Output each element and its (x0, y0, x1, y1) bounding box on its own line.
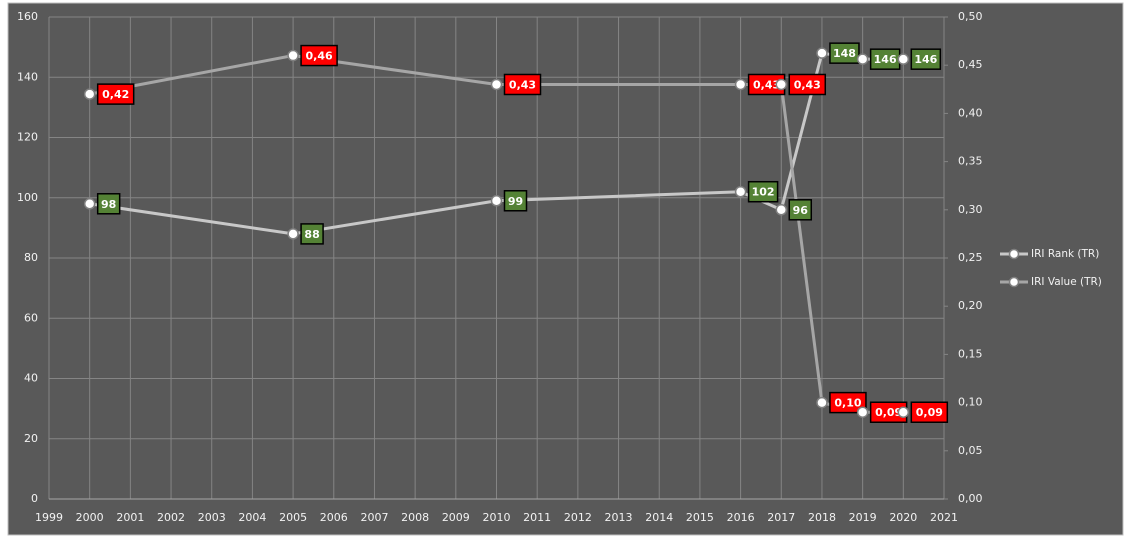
x-tick-label: 2020 (889, 511, 917, 524)
x-tick-label: 2015 (686, 511, 714, 524)
marker (775, 204, 788, 216)
x-tick-label: 2018 (808, 511, 836, 524)
x-tick-label: 2009 (442, 511, 470, 524)
data-label: 146 (874, 53, 897, 66)
x-tick-label: 2007 (360, 511, 388, 524)
y2-tick-label: 0,10 (958, 396, 983, 409)
data-label-box (300, 44, 338, 67)
legend-label: IRI Value (TR) (1031, 276, 1102, 288)
data-label-box (96, 193, 121, 215)
x-tick-label: 2004 (238, 511, 266, 524)
y2-tick-label: 0,05 (958, 444, 983, 457)
x-tick-label: 1999 (35, 511, 63, 524)
marker (816, 47, 828, 59)
data-label: 0,42 (102, 88, 129, 101)
data-label-box (96, 83, 135, 105)
marker (897, 53, 910, 65)
data-label-box (747, 180, 779, 203)
data-label: 99 (508, 195, 523, 208)
x-tick-label: 2005 (279, 511, 307, 524)
y2-tick-label: 0,20 (958, 299, 983, 312)
marker (897, 406, 910, 418)
y-tick-label: 0 (31, 492, 38, 505)
data-label: 0,43 (753, 78, 780, 91)
data-label: 0,46 (306, 50, 333, 63)
y2-tick-label: 0,45 (958, 58, 983, 71)
y2-tick-label: 0,50 (958, 10, 983, 23)
x-tick-label: 2003 (198, 511, 226, 524)
data-label: 0,43 (794, 78, 821, 91)
x-tick-label: 2016 (727, 511, 755, 524)
x-tick-label: 2000 (76, 511, 104, 524)
x-tick-label: 2001 (116, 511, 144, 524)
x-tick-label: 2012 (564, 511, 592, 524)
chart-background (7, 2, 1124, 536)
data-label: 148 (833, 47, 856, 60)
x-tick-label: 2006 (320, 511, 348, 524)
marker (734, 78, 747, 91)
x-tick-label: 2008 (401, 511, 429, 524)
data-label-box (300, 223, 324, 245)
x-tick-label: 2021 (930, 511, 958, 524)
y-tick-label: 80 (24, 251, 38, 264)
data-label: 0,09 (875, 406, 902, 419)
data-label: 0,09 (916, 406, 943, 419)
marker (490, 195, 503, 207)
y2-tick-label: 0,00 (958, 492, 983, 505)
marker (775, 78, 788, 91)
x-tick-label: 2014 (645, 511, 673, 524)
data-label-box (829, 42, 860, 64)
x-tick-label: 2002 (157, 511, 185, 524)
data-label-box (503, 190, 528, 212)
legend-label: IRI Rank (TR) (1031, 248, 1099, 260)
marker (856, 53, 869, 65)
y2-tick-label: 0,30 (958, 203, 983, 216)
marker (83, 88, 96, 100)
data-label-box (910, 48, 942, 70)
y2-tick-label: 0,35 (958, 155, 983, 168)
y-tick-label: 40 (24, 372, 38, 385)
data-label: 102 (752, 186, 775, 199)
data-label: 0,43 (509, 78, 536, 91)
marker (287, 228, 299, 240)
data-label-box (910, 401, 949, 423)
y-tick-label: 120 (17, 131, 38, 144)
data-label-box (829, 391, 867, 414)
y-tick-label: 20 (24, 432, 38, 445)
data-label-box (788, 199, 813, 221)
marker (856, 406, 869, 418)
y2-tick-label: 0,40 (958, 106, 983, 119)
x-tick-label: 2013 (605, 511, 633, 524)
y-tick-label: 140 (17, 70, 38, 83)
data-label: 96 (793, 204, 809, 217)
x-tick-label: 2011 (523, 511, 551, 524)
y2-tick-label: 0,15 (958, 347, 983, 360)
data-label-box (503, 73, 542, 96)
x-tick-label: 2010 (483, 511, 511, 524)
data-label: 146 (914, 53, 937, 66)
y-tick-label: 160 (17, 10, 38, 23)
x-tick-label: 2019 (849, 511, 877, 524)
y2-tick-label: 0,25 (958, 251, 983, 264)
data-label: 98 (101, 198, 116, 211)
x-tick-label: 2017 (767, 511, 795, 524)
legend-marker (1008, 248, 1020, 260)
data-label: 88 (304, 228, 319, 241)
marker (490, 78, 503, 91)
y-tick-label: 100 (17, 191, 38, 204)
marker (816, 396, 828, 409)
legend-marker (1008, 276, 1020, 288)
data-label-box (788, 73, 827, 96)
marker (83, 198, 96, 210)
marker (734, 185, 747, 198)
data-label: 0,10 (834, 397, 861, 410)
y-tick-label: 60 (24, 311, 38, 324)
marker (287, 49, 299, 62)
